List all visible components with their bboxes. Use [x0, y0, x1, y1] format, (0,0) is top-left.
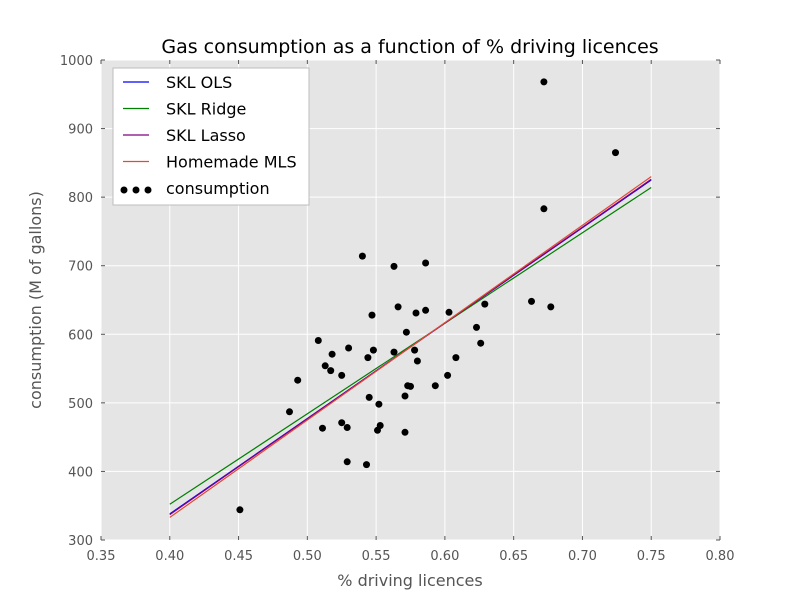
- scatter-point: [327, 367, 335, 375]
- scatter-point: [402, 328, 410, 336]
- scatter-point: [375, 400, 383, 408]
- legend-label: Homemade MLS: [166, 153, 297, 172]
- x-axis-label: % driving licences: [337, 571, 482, 590]
- x-tick-label: 0.75: [637, 549, 666, 564]
- legend-label: consumption: [166, 179, 270, 198]
- scatter-point: [528, 297, 535, 305]
- y-axis-label: consumption (M of gallons): [26, 191, 45, 409]
- scatter-point: [369, 346, 377, 354]
- scatter-point: [319, 424, 326, 432]
- x-tick-label: 0.50: [293, 549, 322, 564]
- x-tick-label: 0.65: [499, 549, 528, 564]
- scatter-point: [452, 354, 460, 362]
- y-tick-label: 700: [68, 260, 93, 275]
- x-tick-label: 0.35: [87, 549, 116, 564]
- scatter-point: [394, 303, 402, 311]
- legend-marker: [144, 186, 152, 194]
- legend: SKL OLS SKL Ridge SKL Lasso Homemade MLS con…: [112, 67, 310, 206]
- scatter-point: [540, 205, 548, 213]
- scatter-point: [390, 348, 398, 356]
- scatter-point: [294, 376, 302, 384]
- x-tick-label: 0.80: [706, 549, 735, 564]
- scatter-point: [401, 392, 409, 400]
- legend-marker: [120, 186, 128, 194]
- scatter-point: [422, 306, 430, 314]
- scatter-point: [390, 262, 398, 270]
- legend-box: [112, 67, 310, 206]
- scatter-point: [345, 344, 353, 352]
- scatter-point: [444, 371, 452, 379]
- scatter-point: [328, 350, 336, 358]
- scatter-point: [540, 78, 548, 86]
- y-tick-label: 1000: [60, 54, 93, 69]
- x-tick-label: 0.60: [430, 549, 459, 564]
- scatter-point: [401, 428, 409, 436]
- scatter-point: [365, 393, 373, 401]
- scatter-point: [236, 506, 244, 514]
- legend-marker: [132, 186, 140, 194]
- x-tick-label: 0.55: [362, 549, 391, 564]
- scatter-point: [338, 419, 346, 427]
- scatter-point: [343, 424, 351, 431]
- scatter-point: [364, 354, 372, 362]
- scatter-point: [368, 311, 376, 319]
- scatter-point: [358, 252, 366, 260]
- y-tick-label: 900: [68, 123, 93, 138]
- scatter-points: [236, 78, 619, 514]
- scatter-point: [376, 422, 384, 429]
- y-tick-label: 400: [68, 465, 93, 480]
- scatter-point: [413, 357, 421, 365]
- scatter-point: [412, 309, 420, 317]
- scatter-point: [481, 300, 489, 308]
- y-tick-label: 300: [68, 534, 93, 549]
- scatter-point: [314, 337, 322, 344]
- regression-lines: [169, 176, 652, 518]
- legend-label: SKL Ridge: [166, 100, 246, 119]
- x-tick-label: 0.45: [224, 549, 253, 564]
- series-line-homemade-mls: [169, 176, 652, 518]
- scatter-point: [286, 408, 293, 416]
- x-tick-label: 0.40: [155, 549, 184, 564]
- y-tick-label: 600: [68, 328, 93, 343]
- x-tick-label: 0.70: [568, 549, 597, 564]
- axis-ticks: 0.35 0.40 0.45 0.50 0.55 0.60 0.65 0.70 0.75 0.80…: [60, 54, 735, 564]
- scatter-point: [411, 346, 419, 354]
- series-line-skl-ridge: [169, 186, 652, 505]
- scatter-point: [431, 382, 439, 390]
- scatter-point: [473, 323, 480, 331]
- chart-title: Gas consumption as a function of % drivi…: [161, 36, 658, 58]
- legend-label: SKL Lasso: [166, 126, 246, 145]
- legend-label: SKL OLS: [166, 73, 232, 92]
- scatter-point: [363, 461, 370, 469]
- scatter-point: [338, 371, 346, 379]
- scatter-point: [407, 382, 414, 390]
- scatter-point: [547, 303, 555, 311]
- scatter-point: [445, 308, 453, 316]
- scatter-point: [321, 362, 329, 370]
- scatter-point: [612, 149, 619, 157]
- scatter-point: [477, 339, 485, 347]
- y-tick-label: 800: [68, 191, 93, 206]
- scatter-point: [422, 259, 430, 267]
- scatter-point: [343, 458, 351, 466]
- y-tick-label: 500: [68, 397, 93, 412]
